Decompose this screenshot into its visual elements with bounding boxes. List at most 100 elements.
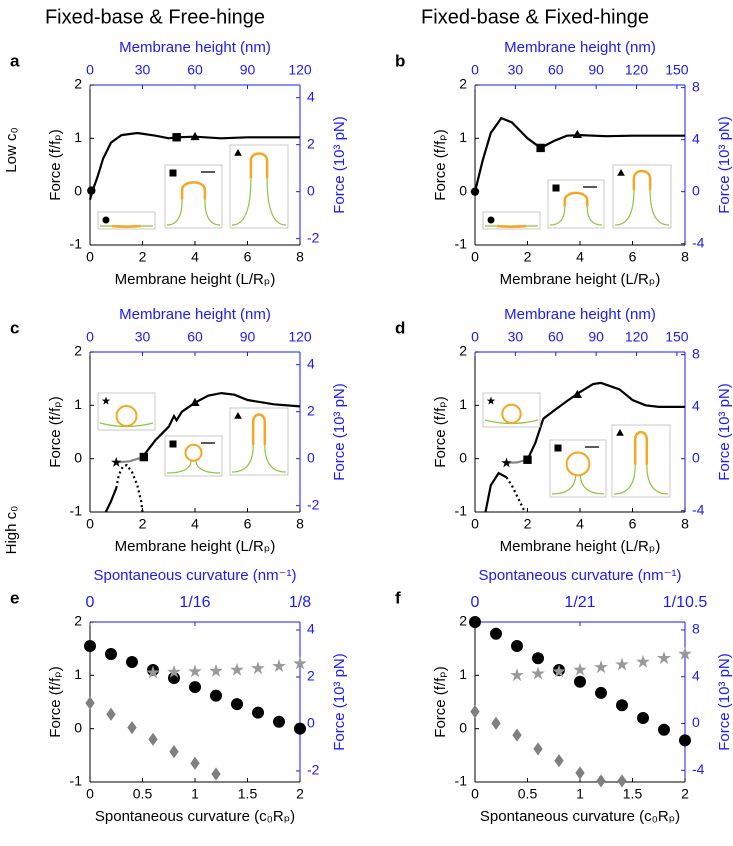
- inset-box: [482, 211, 541, 230]
- state-marker: [190, 131, 200, 141]
- inset-symbol: [102, 216, 110, 224]
- x-tick-label: 6: [244, 516, 252, 532]
- membrane: [112, 224, 141, 228]
- point: [511, 640, 523, 652]
- y-tick-label: 2: [459, 76, 467, 92]
- point: [679, 734, 691, 747]
- x-tick-label: 2: [139, 516, 147, 532]
- x-tick-label: 2: [681, 786, 689, 802]
- state-marker: [172, 133, 181, 142]
- y2-tick-label: -2: [307, 496, 320, 512]
- x-tick-label: 2: [524, 516, 532, 532]
- membrane: [563, 191, 589, 207]
- x-tick-label: 0: [471, 249, 479, 265]
- membrane: [166, 199, 221, 226]
- point: [106, 707, 116, 721]
- point: [490, 627, 502, 640]
- row-label: Low c₀: [3, 127, 20, 172]
- membrane: [180, 181, 207, 200]
- point: [148, 732, 158, 746]
- membrane: [549, 206, 603, 226]
- y2-tick-label: 8: [692, 345, 700, 361]
- column-title: Fixed-base & Free-hinge: [45, 6, 265, 28]
- x-tick-label: 4: [191, 249, 199, 265]
- y2-tick-label: -4: [692, 501, 705, 517]
- membrane: [551, 475, 605, 495]
- inset-symbol: [486, 396, 496, 405]
- x-tick-label: 4: [191, 516, 199, 532]
- x2-tick-label: 0: [86, 62, 94, 78]
- x2-tick-label: 60: [187, 62, 203, 78]
- y2-tick-label: -4: [692, 234, 705, 250]
- point: [470, 705, 480, 719]
- y-tick-label: 0: [459, 719, 467, 735]
- y2-tick-label: 2: [307, 135, 315, 151]
- x2-tick-label: 0: [471, 62, 479, 78]
- point: [211, 767, 221, 781]
- inset-symbol: [617, 168, 625, 176]
- y-tick-label: -1: [455, 236, 468, 252]
- point: [127, 721, 137, 735]
- x-axis-label: Membrane height (L/Rₚ): [115, 538, 276, 555]
- point: [616, 699, 628, 712]
- x-tick-label: 1: [191, 786, 199, 802]
- vesicle: [501, 403, 522, 425]
- point: [105, 648, 117, 660]
- x2-tick-label: 150: [665, 62, 689, 78]
- point: [617, 774, 627, 788]
- x2-tick-label: 90: [588, 62, 604, 78]
- point: [658, 723, 670, 736]
- y-tick-label: 0: [74, 182, 82, 198]
- y-tick-label: -1: [70, 503, 83, 519]
- y2-tick-label: 4: [692, 667, 700, 683]
- y-tick-label: 2: [74, 343, 82, 359]
- x2-tick-label: 0: [471, 594, 480, 611]
- panel-letter: a: [10, 51, 20, 70]
- x2-tick-label: 90: [240, 62, 256, 78]
- x-tick-label: 0: [86, 516, 94, 532]
- membrane: [632, 169, 652, 191]
- membrane: [497, 224, 526, 228]
- x2-axis-label: Membrane height (nm): [504, 306, 656, 323]
- point: [469, 616, 481, 628]
- curve: [115, 463, 144, 513]
- x-tick-label: 6: [244, 249, 252, 265]
- point: [552, 664, 566, 678]
- y-axis-label: Force (f/fₚ): [432, 396, 449, 467]
- y-tick-label: -1: [455, 773, 468, 789]
- x2-axis-label: Membrane height (nm): [119, 39, 271, 56]
- y-tick-label: 2: [74, 613, 82, 629]
- y-tick-label: 2: [459, 613, 467, 629]
- y2-tick-label: 4: [692, 397, 700, 413]
- x-tick-label: 8: [296, 516, 304, 532]
- x-tick-label: 1.5: [238, 786, 258, 802]
- point: [272, 659, 286, 673]
- x-tick-label: 4: [576, 516, 584, 532]
- y2-tick-label: 8: [692, 78, 700, 94]
- x-axis-label: Membrane height (L/Rₚ): [115, 271, 276, 288]
- point: [294, 722, 306, 735]
- membrane: [166, 460, 221, 474]
- state-marker: [87, 186, 96, 195]
- y-tick-label: 0: [459, 449, 467, 465]
- membrane: [249, 152, 269, 179]
- point: [252, 706, 264, 719]
- state-marker: [190, 397, 200, 407]
- x2-tick-label: 60: [548, 62, 564, 78]
- inset-box: [229, 407, 289, 476]
- y2-axis-label: Force (10³ pN): [716, 116, 733, 214]
- point: [532, 652, 544, 665]
- state-marker: [111, 456, 122, 467]
- y-tick-label: 1: [459, 396, 467, 412]
- point: [596, 774, 606, 788]
- point: [188, 664, 202, 678]
- membrane: [231, 178, 287, 226]
- y-tick-label: 0: [459, 182, 467, 198]
- point: [637, 712, 649, 724]
- state-marker: [572, 129, 582, 138]
- x-tick-label: 2: [524, 249, 532, 265]
- x-tick-label: 6: [629, 249, 637, 265]
- state-marker: [470, 187, 480, 196]
- x2-tick-label: 1/8: [289, 594, 311, 611]
- y2-tick-label: 0: [692, 182, 700, 198]
